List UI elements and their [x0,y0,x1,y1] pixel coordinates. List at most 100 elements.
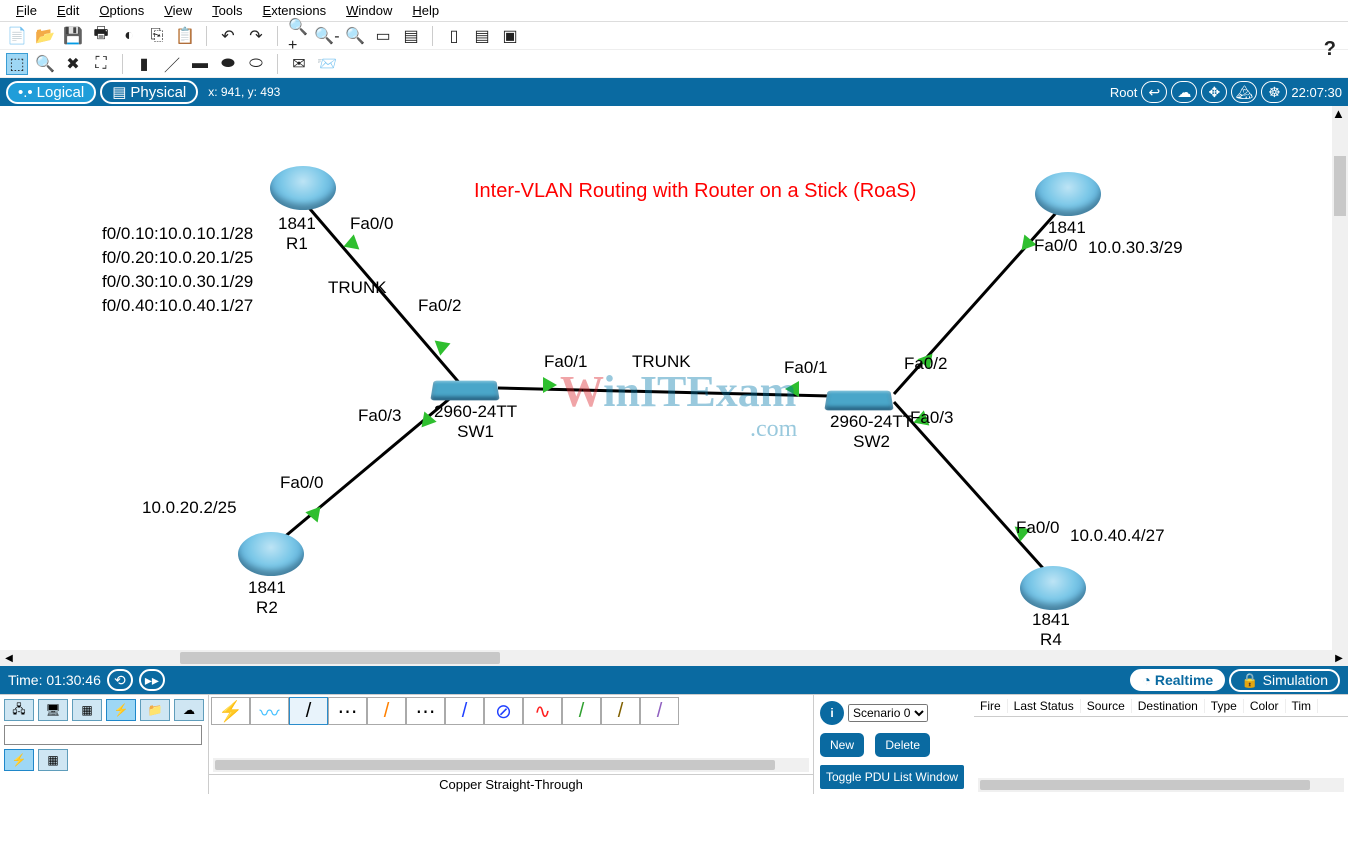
undo-icon[interactable]: ↶ [217,25,239,47]
connection-type-1[interactable]: 〰 [250,697,289,725]
device-preview-box [4,725,202,745]
line-icon[interactable]: ／ [161,53,183,75]
connection-type-10[interactable]: / [601,697,640,725]
simulation-mode-button[interactable]: 🔒 Simulation [1229,669,1340,692]
print-icon[interactable]: 🖶 [90,25,112,47]
bg-image-icon[interactable]: 🏔 [1231,81,1257,103]
toggle-pdu-list-button[interactable]: Toggle PDU List Window [820,765,964,789]
menu-view[interactable]: View [156,1,200,20]
help-icon[interactable]: ? [1324,38,1336,61]
menu-help[interactable]: Help [404,1,447,20]
info-icon[interactable]: i [820,701,844,725]
switch-sw1[interactable] [430,381,499,401]
pdu-scrollbar[interactable] [978,778,1344,792]
connections-icon[interactable]: ⚡ [106,699,136,721]
menubar: File Edit Options View Tools Extensions … [0,0,1348,22]
paste-icon[interactable]: 📋 [174,25,196,47]
save-icon[interactable]: 💾 [62,25,84,47]
new-file-icon[interactable]: 📄 [6,25,28,47]
resize-icon[interactable]: ⛶ [90,53,112,75]
custom-devices-icon[interactable]: ▤ [400,25,422,47]
rectangle-icon[interactable]: ▬ [189,53,211,75]
menu-file[interactable]: File [8,1,45,20]
redo-icon[interactable]: ↷ [245,25,267,47]
menu-tools[interactable]: Tools [204,1,250,20]
workspace-canvas[interactable]: WinITExam .com Inter-VLAN Routing with R… [0,106,1348,666]
freeform-icon[interactable]: ⬭ [245,53,267,75]
connection-type-5[interactable]: ⋯ [406,697,445,725]
zoom-in-icon[interactable]: 🔍+ [288,25,310,47]
menu-window[interactable]: Window [338,1,400,20]
note-icon[interactable]: ▮ [133,53,155,75]
switch-sw2[interactable] [824,391,893,411]
open-file-icon[interactable]: 📂 [34,25,56,47]
reset-time-icon[interactable]: ⟲ [107,669,133,691]
nav-cloud-icon[interactable]: ☁ [1171,81,1197,103]
new-scenario-button[interactable]: New [820,733,864,757]
connection-type-2[interactable]: / [289,697,328,725]
connection-type-8[interactable]: ∿ [523,697,562,725]
connection-type-3[interactable]: ⋯ [328,697,367,725]
scenario-select[interactable]: Scenario 0 [848,704,928,722]
delete-scenario-button[interactable]: Delete [875,733,930,757]
connection-type-9[interactable]: / [562,697,601,725]
physical-view-button[interactable]: ▤ Physical [100,80,198,104]
notes-icon[interactable]: ▯ [443,25,465,47]
select-tool-icon[interactable]: ⬚ [6,53,28,75]
menu-options[interactable]: Options [91,1,152,20]
time-display: Time: 01:30:46 [8,672,101,688]
logical-view-button[interactable]: •.• Logical [6,81,96,104]
router-r1[interactable] [270,166,336,210]
pdu-header-tim[interactable]: Tim [1286,699,1319,713]
connection-type-4[interactable]: / [367,697,406,725]
misc-icon[interactable]: 📁 [140,699,170,721]
time-bar: Time: 01:30:46 ⟲ ▸▸ ◔ Realtime 🔒 Simulat… [0,666,1348,694]
connection-type-7[interactable]: ⊘ [484,697,523,725]
view-icon[interactable]: ▣ [499,25,521,47]
router-r2[interactable] [238,532,304,576]
root-label[interactable]: Root [1110,85,1137,100]
realtime-mode-button[interactable]: ◔ Realtime [1130,669,1225,691]
move-icon[interactable]: ✥ [1201,81,1227,103]
pdu-list-panel: FireLast StatusSourceDestinationTypeColo… [974,695,1348,794]
router-r3[interactable] [1035,172,1101,216]
horizontal-scrollbar[interactable]: ◀ ▶ [0,650,1348,666]
network-devices-icon[interactable]: 🖧 [4,699,34,721]
router-r4[interactable] [1020,566,1086,610]
activity-wizard-icon[interactable]: ◐ [118,25,140,47]
copy-icon[interactable]: ⎘ [146,25,168,47]
main-toolbar: 📄 📂 💾 🖶 ◐ ⎘ 📋 ↶ ↷ 🔍+ 🔍- 🔍 ▭ ▤ ▯ ▤ ▣ [0,22,1348,50]
simple-pdu-icon[interactable]: ✉ [288,53,310,75]
ellipse-icon[interactable]: ⬬ [217,53,239,75]
complex-pdu-icon[interactable]: 📨 [316,53,338,75]
connection-type-6[interactable]: / [445,697,484,725]
delete-icon[interactable]: ✖ [62,53,84,75]
pdu-header-color[interactable]: Color [1244,699,1286,713]
end-devices-icon[interactable]: 🖥 [38,699,68,721]
pdu-header-source[interactable]: Source [1081,699,1132,713]
drawing-palette-icon[interactable]: ▭ [372,25,394,47]
menu-edit[interactable]: Edit [49,1,87,20]
zoom-reset-icon[interactable]: 🔍 [344,25,366,47]
port-label: Fa0/3 [910,408,953,428]
fast-forward-icon[interactable]: ▸▸ [139,669,165,691]
pdu-header-last-status[interactable]: Last Status [1008,699,1081,713]
zoom-out-icon[interactable]: 🔍- [316,25,338,47]
multiuser-icon[interactable]: ☁ [174,699,204,721]
port-label: Fa0/0 [280,473,323,493]
connection-type-0[interactable]: ⚡ [211,697,250,725]
back-icon[interactable]: ↩ [1141,81,1167,103]
inspect-icon[interactable]: 🔍 [34,53,56,75]
structured-cabling-icon[interactable]: ▦ [38,749,68,771]
pdu-header-destination[interactable]: Destination [1132,699,1205,713]
connection-subcat-icon[interactable]: ⚡ [4,749,34,771]
viewport-icon[interactable]: ☸ [1261,81,1287,103]
screen-icon[interactable]: ▤ [471,25,493,47]
pdu-header-type[interactable]: Type [1205,699,1244,713]
components-icon[interactable]: ▦ [72,699,102,721]
connection-scrollbar[interactable] [213,758,809,772]
vertical-scrollbar[interactable]: ▲ [1332,106,1348,650]
annotation: f0/0.20:10.0.20.1/25 [102,248,253,268]
pdu-header-fire[interactable]: Fire [974,699,1008,713]
connection-type-11[interactable]: / [640,697,679,725]
